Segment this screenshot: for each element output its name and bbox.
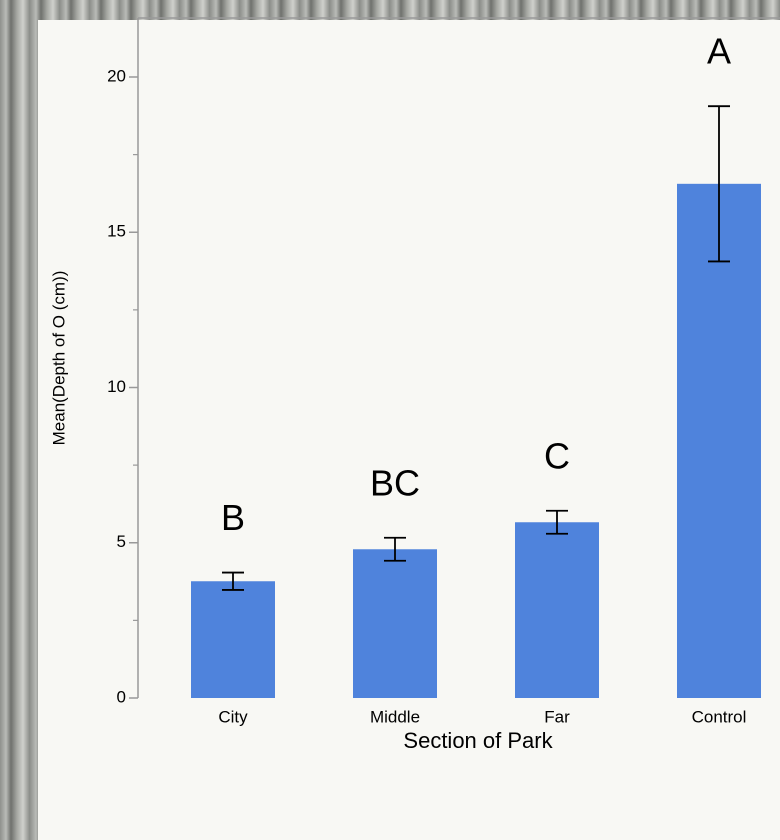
x-tick-label: City xyxy=(218,707,248,726)
y-tick-label: 15 xyxy=(107,222,126,241)
bar xyxy=(191,581,275,698)
x-tick-label: Control xyxy=(692,707,747,726)
y-axis-title: Mean(Depth of O (cm)) xyxy=(49,271,68,446)
x-tick-label: Middle xyxy=(370,707,420,726)
y-tick-label: 10 xyxy=(107,377,126,396)
group-letter: A xyxy=(707,31,731,72)
y-tick-label: 0 xyxy=(117,687,126,706)
bar xyxy=(353,549,437,698)
x-axis-title: Section of Park xyxy=(403,728,553,753)
chart: Mean(Depth of O (cm)) Section of Park 0 5… xyxy=(0,0,780,840)
y-tick-label: 20 xyxy=(107,66,126,85)
page: {"chart_data": {"type": "bar", "x_label"… xyxy=(0,0,780,840)
group-letter: C xyxy=(544,435,570,476)
group-letter: B xyxy=(221,497,245,538)
y-tick-label: 5 xyxy=(117,532,126,551)
x-tick-label: Far xyxy=(544,707,570,726)
bar xyxy=(515,522,599,698)
group-letter: BC xyxy=(370,462,420,503)
